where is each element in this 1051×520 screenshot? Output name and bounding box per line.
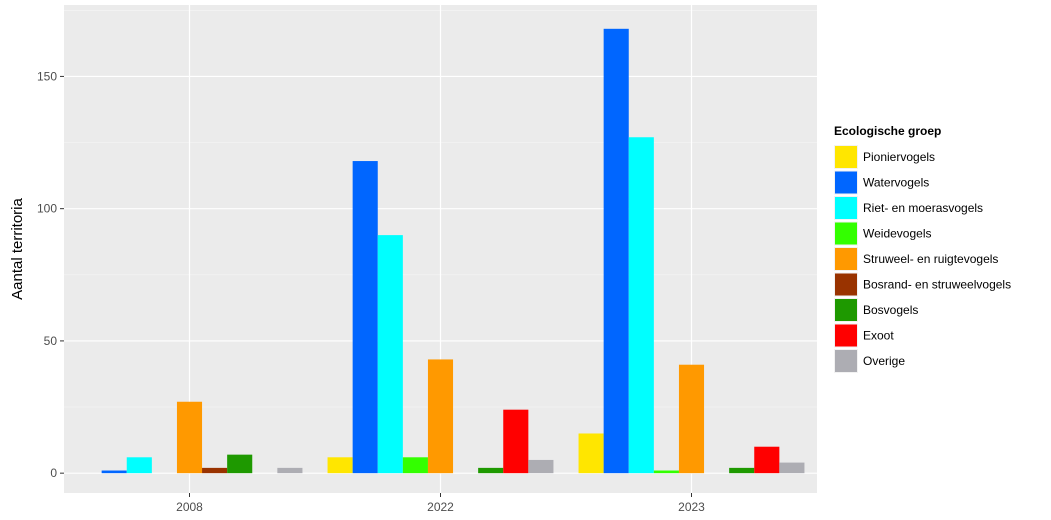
legend-label: Overige <box>863 354 905 368</box>
legend-title: Ecologische groep <box>834 124 941 138</box>
legend-label: Exoot <box>863 329 894 343</box>
bar-bosvogels-2022 <box>478 468 503 473</box>
bar-overige-2008 <box>277 468 302 473</box>
bar-riet-en-moerasvogels-2008 <box>127 457 152 473</box>
legend-swatch <box>835 146 857 168</box>
legend-swatch <box>835 172 857 194</box>
legend-swatch <box>835 197 857 219</box>
x-axis: 2008 2022 2023 <box>176 493 705 514</box>
y-axis-title: Aantal territoria <box>9 197 26 299</box>
bar-pioniervogels-2023 <box>579 433 604 473</box>
y-tick-label: 0 <box>50 466 57 480</box>
bar-bosrand-en-struweelvogels-2008 <box>202 468 227 473</box>
legend-swatch <box>835 325 857 347</box>
legend-swatch <box>835 274 857 296</box>
y-axis: 0 50 100 150 <box>37 69 64 480</box>
bar-weidevogels-2022 <box>403 457 428 473</box>
bar-exoot-2023 <box>754 447 779 473</box>
legend-label: Bosrand- en struweelvogels <box>863 278 1011 292</box>
x-tick-label: 2022 <box>427 500 454 514</box>
legend-swatch <box>835 299 857 321</box>
bar-struweel-en-ruigtevogels-2008 <box>177 402 202 473</box>
legend-label: Weidevogels <box>863 227 931 241</box>
legend-swatch <box>835 350 857 372</box>
bar-exoot-2022 <box>503 410 528 473</box>
legend-swatch <box>835 248 857 270</box>
x-tick-label: 2008 <box>176 500 203 514</box>
legend: Ecologische groep Pioniervogels Watervoge… <box>834 124 1011 373</box>
legend-label: Riet- en moerasvogels <box>863 201 983 215</box>
legend-label: Bosvogels <box>863 303 918 317</box>
bar-overige-2023 <box>779 463 804 474</box>
y-tick-label: 100 <box>37 202 57 216</box>
bar-riet-en-moerasvogels-2023 <box>629 137 654 473</box>
bar-bosvogels-2023 <box>729 468 754 473</box>
legend-label: Struweel- en ruigtevogels <box>863 252 998 266</box>
bar-watervogels-2008 <box>102 471 127 474</box>
y-tick-label: 50 <box>44 334 58 348</box>
bar-watervogels-2022 <box>353 161 378 473</box>
bar-overige-2022 <box>528 460 553 473</box>
legend-label: Watervogels <box>863 176 929 190</box>
bar-watervogels-2023 <box>604 29 629 473</box>
bar-riet-en-moerasvogels-2022 <box>378 235 403 473</box>
legend-swatch <box>835 223 857 245</box>
bar-struweel-en-ruigtevogels-2022 <box>428 359 453 473</box>
bar-struweel-en-ruigtevogels-2023 <box>679 365 704 473</box>
bar-pioniervogels-2022 <box>328 457 353 473</box>
bar-weidevogels-2023 <box>654 471 679 474</box>
x-tick-label: 2023 <box>678 500 705 514</box>
legend-label: Pioniervogels <box>863 150 935 164</box>
y-tick-label: 150 <box>37 69 57 83</box>
bar-bosvogels-2008 <box>227 455 252 474</box>
